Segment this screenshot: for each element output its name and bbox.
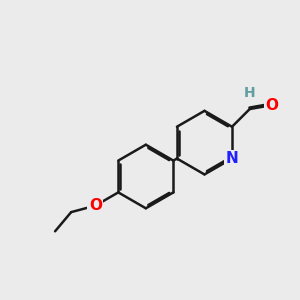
- Text: O: O: [266, 98, 279, 113]
- Text: N: N: [226, 151, 238, 166]
- Text: H: H: [244, 86, 256, 100]
- Text: O: O: [89, 198, 102, 213]
